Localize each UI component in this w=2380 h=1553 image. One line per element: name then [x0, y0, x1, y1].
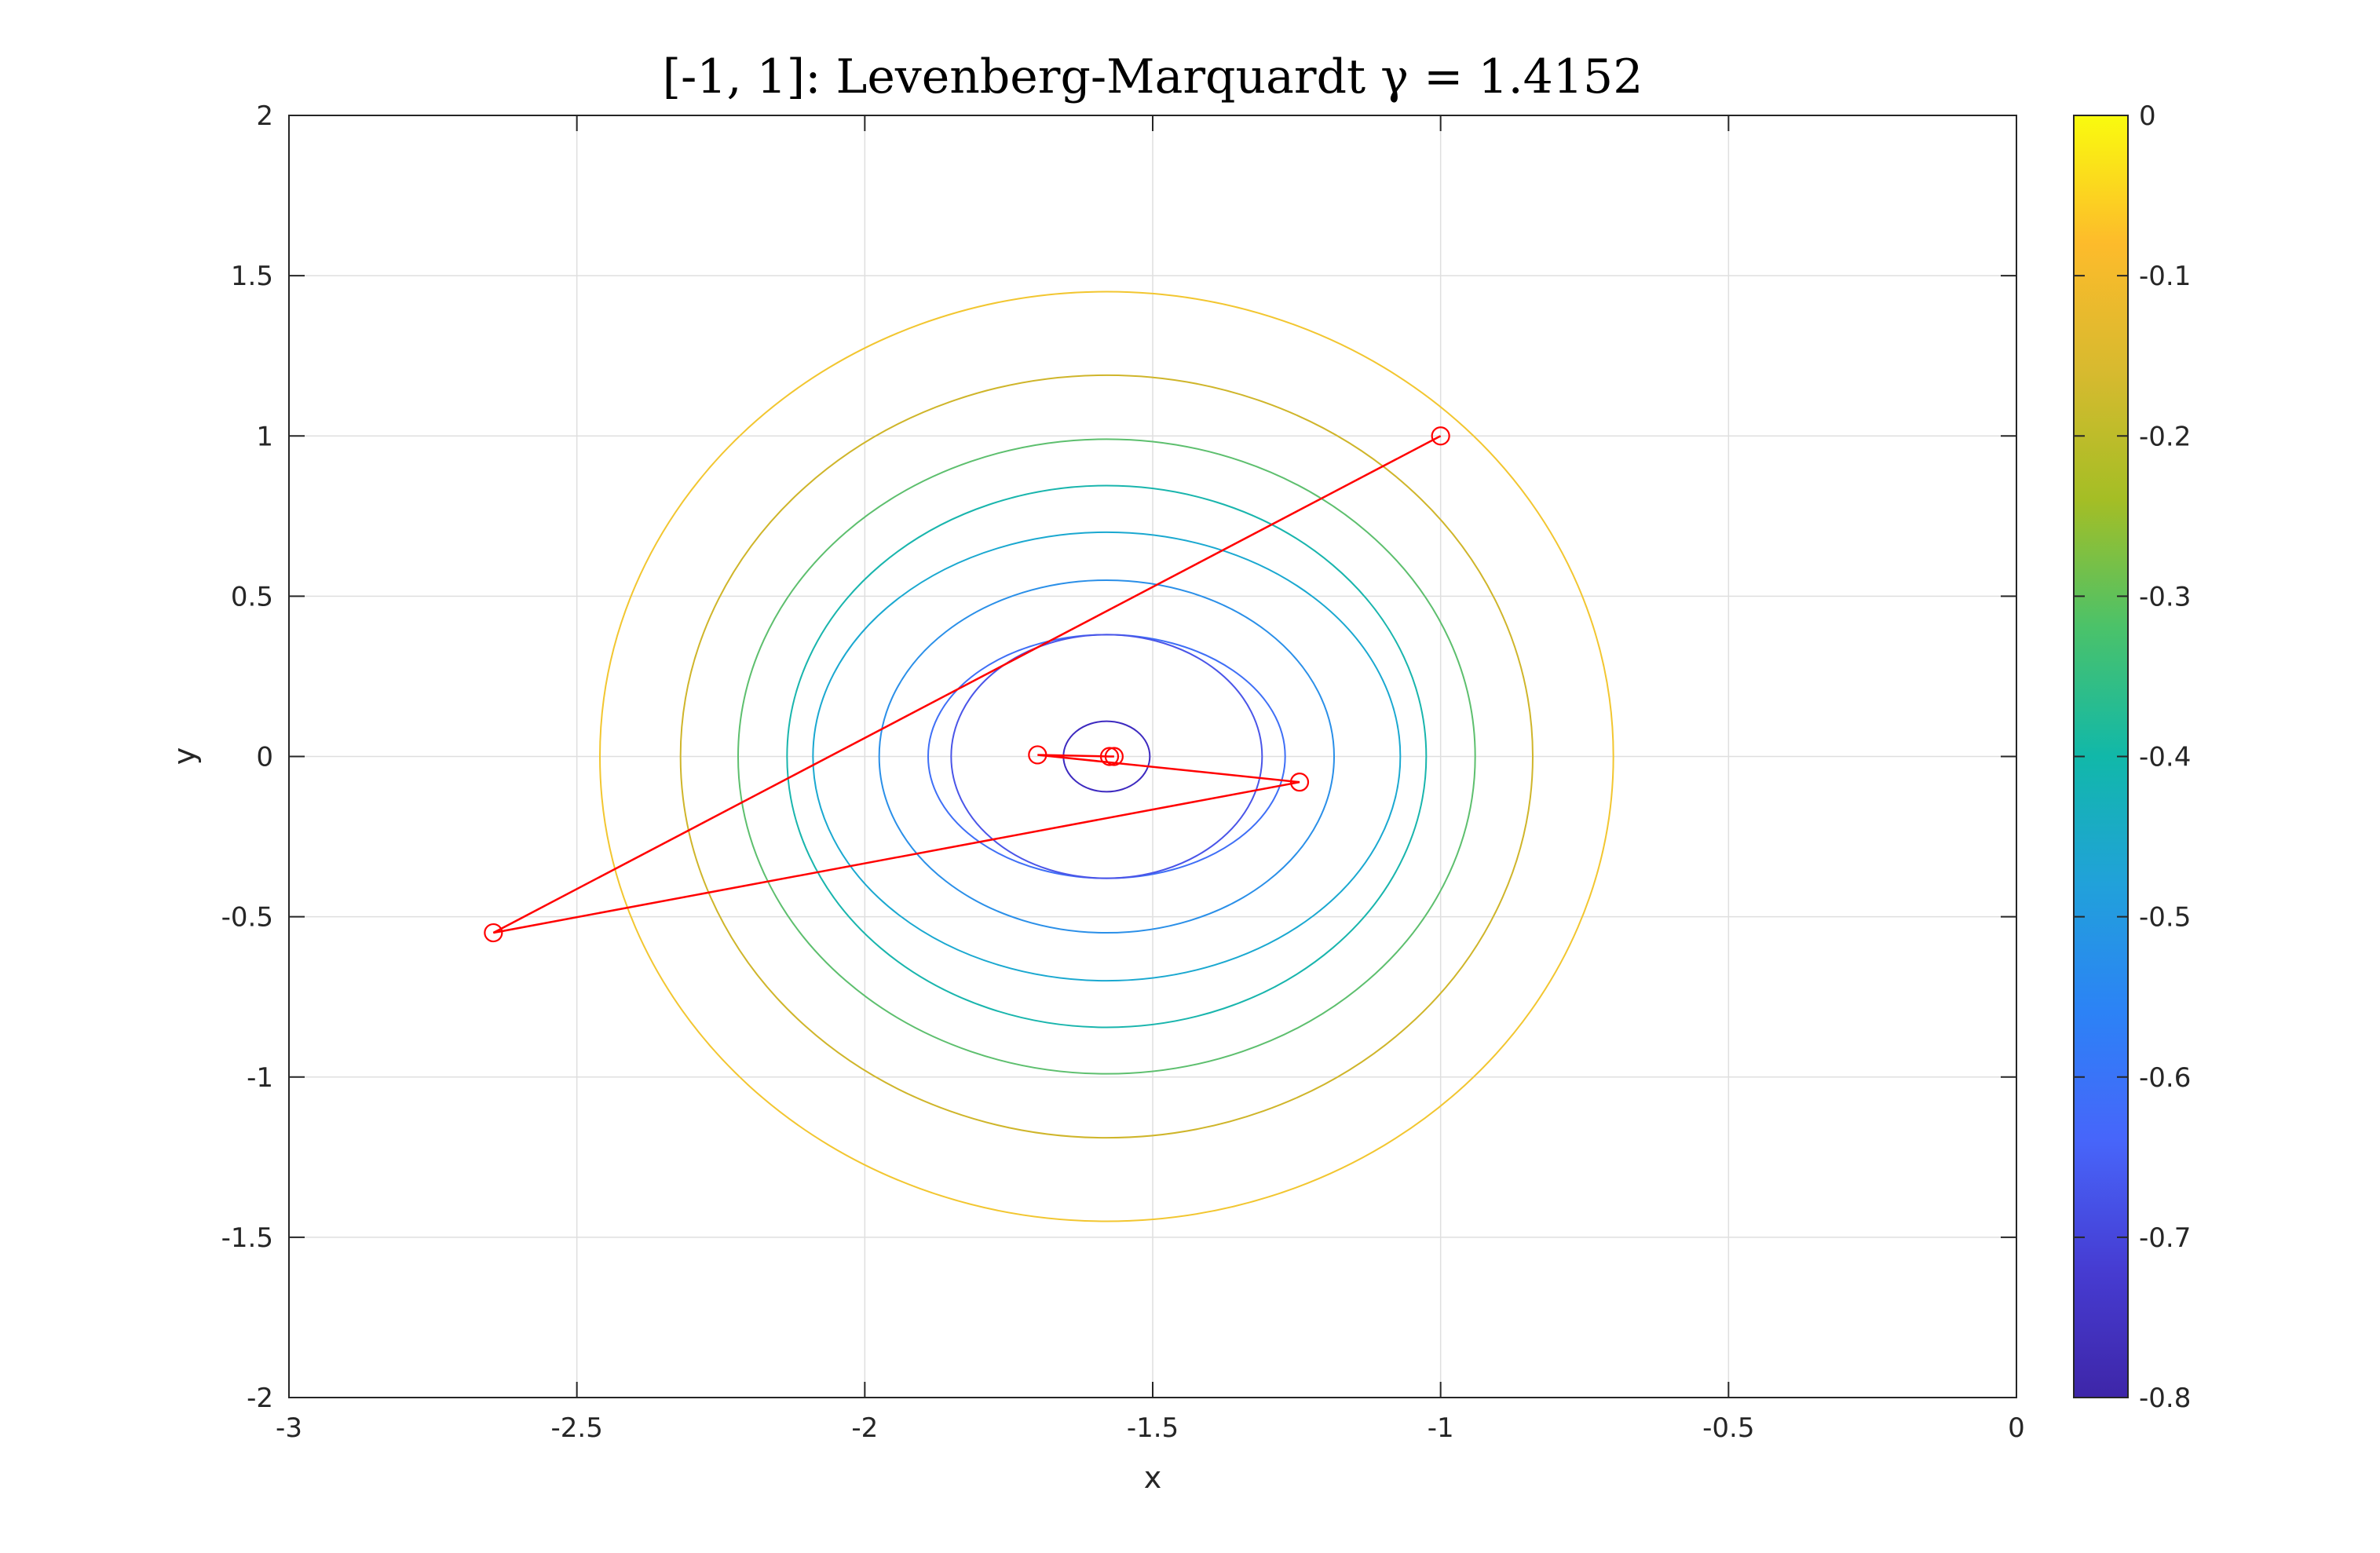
x-tick-label: 0 — [2008, 1412, 2025, 1444]
axis-ticks — [288, 115, 2017, 1398]
contour-line — [878, 579, 1336, 934]
iteration-point — [1028, 745, 1047, 765]
y-tick-label: -2 — [247, 1383, 273, 1414]
x-tick-label: -2.5 — [550, 1412, 602, 1444]
colorbar-tick-label: -0.4 — [2139, 742, 2191, 773]
contour-line — [679, 375, 1534, 1138]
contour-line — [598, 291, 1614, 1222]
iteration-path — [484, 426, 1450, 943]
iteration-point — [1104, 747, 1124, 766]
y-axis-label: y — [167, 747, 202, 766]
iteration-point — [1099, 747, 1120, 766]
colorbar-tick-label: -0.5 — [2139, 902, 2191, 934]
y-tick-label: 2 — [256, 100, 273, 132]
y-tick-label: -0.5 — [221, 902, 273, 934]
contour-line — [812, 531, 1402, 982]
colorbar-tick-label: -0.2 — [2139, 421, 2191, 452]
iteration-point — [1289, 773, 1310, 792]
y-tick-label: 1 — [256, 421, 273, 452]
x-axis-label: x — [1144, 1460, 1162, 1495]
x-tick-label: -3 — [276, 1412, 302, 1444]
iteration-line — [492, 435, 1442, 934]
contour-line — [737, 438, 1476, 1075]
y-tick-label: -1.5 — [221, 1222, 273, 1254]
colorbar-tick-label: -0.7 — [2139, 1222, 2191, 1254]
contour-line — [786, 484, 1428, 1029]
iteration-point — [484, 923, 503, 943]
colorbar-tick-label: -0.1 — [2139, 261, 2191, 292]
x-tick-label: -0.5 — [1702, 1412, 1754, 1444]
y-tick-label: 0 — [256, 742, 273, 773]
colorbar-tick-label: 0 — [2139, 100, 2156, 132]
contour-line — [927, 634, 1286, 879]
y-tick-label: 1.5 — [231, 261, 273, 292]
x-tick-label: -2 — [851, 1412, 878, 1444]
colorbar-tick-label: -0.6 — [2139, 1062, 2191, 1094]
colorbar-tick-label: -0.8 — [2139, 1383, 2191, 1414]
y-tick-label: 0.5 — [231, 581, 273, 612]
chart-title: [-1, 1]: Levenberg-Marquardt γ = 1.4152 — [663, 49, 1643, 104]
colorbar-ticks: 0 -0.1 -0.2 -0.3 -0.4 -0.5 -0.6 -0.7 -0.8 — [2074, 100, 2191, 1414]
y-tick-labels: -2 -1.5 -1 -0.5 0 0.5 1 1.5 2 — [221, 100, 273, 1414]
iteration-point — [1431, 426, 1450, 446]
x-tick-labels: -3 -2.5 -2 -1.5 -1 -0.5 0 — [276, 1412, 2025, 1444]
y-tick-label: -1 — [247, 1062, 273, 1094]
x-tick-label: -1.5 — [1127, 1412, 1179, 1444]
x-tick-label: -1 — [1428, 1412, 1454, 1444]
colorbar-tick-label: -0.3 — [2139, 581, 2191, 612]
contour-line — [1062, 720, 1151, 793]
